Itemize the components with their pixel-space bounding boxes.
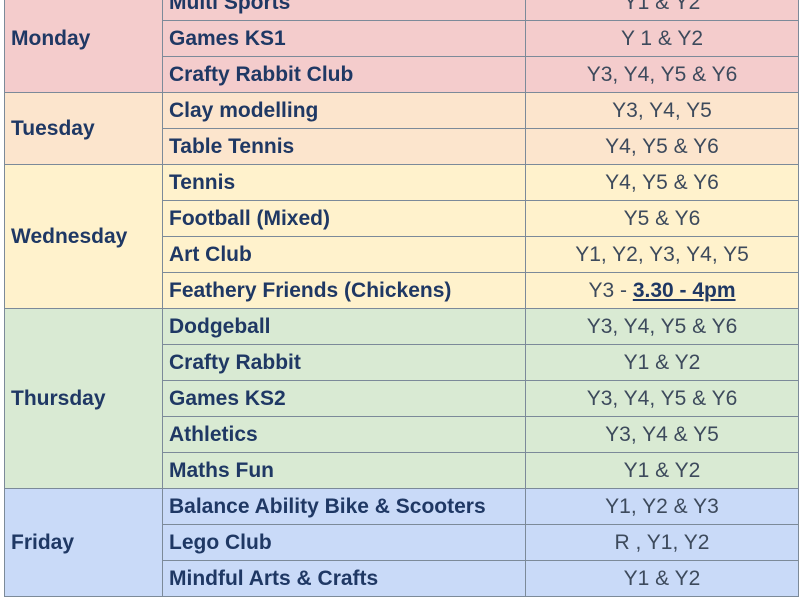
year-groups-cell: Y5 & Y6 (525, 200, 799, 237)
table-row: Monday Multi Sports Y1 & Y2 (4, 0, 799, 93)
activity-cell: Games KS1 (162, 20, 526, 57)
table-row: Athletics Y3, Y4 & Y5 (5, 416, 799, 453)
table-row: Games KS1 Y 1 & Y2 (5, 20, 799, 57)
year-groups-text: Y3 - (588, 278, 633, 302)
year-groups-cell: Y3 - 3.30 - 4pm (525, 272, 799, 309)
year-groups-cell: Y3, Y4, Y5 & Y6 (525, 308, 799, 345)
day-label: Thursday (4, 308, 163, 489)
year-groups-cell: Y4, Y5 & Y6 (525, 128, 799, 165)
table-row: Art Club Y1, Y2, Y3, Y4, Y5 (5, 236, 799, 273)
day-label: Friday (4, 488, 163, 597)
day-group-thursday: Thursday Dodgeball Y3, Y4, Y5 & Y6 Craft… (4, 308, 799, 489)
activity-cell: Dodgeball (162, 308, 526, 345)
time-note: 3.30 - 4pm (632, 278, 736, 302)
year-groups-cell: Y1, Y2, Y3, Y4, Y5 (525, 236, 799, 273)
activity-cell: Multi Sports (162, 0, 526, 21)
table-row: Maths Fun Y1 & Y2 (5, 452, 799, 489)
activity-cell: Art Club (162, 236, 526, 273)
table-row: Thursday Dodgeball Y3, Y4, Y5 & Y6 (4, 308, 799, 489)
activity-cell: Football (Mixed) (162, 200, 526, 237)
table-row: Friday Balance Ability Bike & Scooters Y… (4, 488, 799, 597)
table-row: Wednesday Tennis Y4, Y5 & Y6 (4, 164, 799, 309)
year-groups-cell: Y1, Y2 & Y3 (525, 488, 799, 525)
year-groups-cell: Y1 & Y2 (525, 452, 799, 489)
table-row: Tuesday Clay modelling Y3, Y4, Y5 (4, 92, 799, 165)
table-row: Football (Mixed) Y5 & Y6 (5, 200, 799, 237)
day-group-monday: Monday Multi Sports Y1 & Y2 Games KS1 Y … (4, 0, 799, 93)
table-row: Mindful Arts & Crafts Y1 & Y2 (5, 560, 799, 597)
activity-cell: Table Tennis (162, 128, 526, 165)
day-label: Tuesday (4, 92, 163, 165)
activity-cell: Athletics (162, 416, 526, 453)
activity-cell: Balance Ability Bike & Scooters (162, 488, 526, 525)
year-groups-cell: Y1 & Y2 (525, 344, 799, 381)
activity-cell: Clay modelling (162, 92, 526, 129)
year-groups-cell: R , Y1, Y2 (525, 524, 799, 561)
table-row: Feathery Friends (Chickens) Y3 - 3.30 - … (5, 272, 799, 309)
year-groups-cell: Y3, Y4, Y5 & Y6 (525, 380, 799, 417)
table-row: Games KS2 Y3, Y4, Y5 & Y6 (5, 380, 799, 417)
year-groups-cell: Y4, Y5 & Y6 (525, 164, 799, 201)
day-group-wednesday: Wednesday Tennis Y4, Y5 & Y6 Football (M… (4, 164, 799, 309)
club-schedule-table: Monday Multi Sports Y1 & Y2 Games KS1 Y … (4, 0, 799, 597)
table-row: Crafty Rabbit Y1 & Y2 (5, 344, 799, 381)
year-groups-cell: Y3, Y4, Y5 & Y6 (525, 56, 799, 93)
activity-cell: Lego Club (162, 524, 526, 561)
activity-cell: Games KS2 (162, 380, 526, 417)
activity-cell: Crafty Rabbit (162, 344, 526, 381)
day-label: Wednesday (4, 164, 163, 309)
year-groups-cell: Y 1 & Y2 (525, 20, 799, 57)
table-row: Lego Club R , Y1, Y2 (5, 524, 799, 561)
day-label: Monday (4, 0, 163, 93)
activity-cell: Feathery Friends (Chickens) (162, 272, 526, 309)
day-group-friday: Friday Balance Ability Bike & Scooters Y… (4, 488, 799, 597)
year-groups-cell: Y3, Y4 & Y5 (525, 416, 799, 453)
activity-cell: Crafty Rabbit Club (162, 56, 526, 93)
year-groups-cell: Y3, Y4, Y5 (525, 92, 799, 129)
year-groups-cell: Y1 & Y2 (525, 0, 799, 21)
day-group-tuesday: Tuesday Clay modelling Y3, Y4, Y5 Table … (4, 92, 799, 165)
activity-cell: Tennis (162, 164, 526, 201)
table-row: Table Tennis Y4, Y5 & Y6 (5, 128, 799, 165)
year-groups-cell: Y1 & Y2 (525, 560, 799, 597)
activity-cell: Maths Fun (162, 452, 526, 489)
activity-cell: Mindful Arts & Crafts (162, 560, 526, 597)
